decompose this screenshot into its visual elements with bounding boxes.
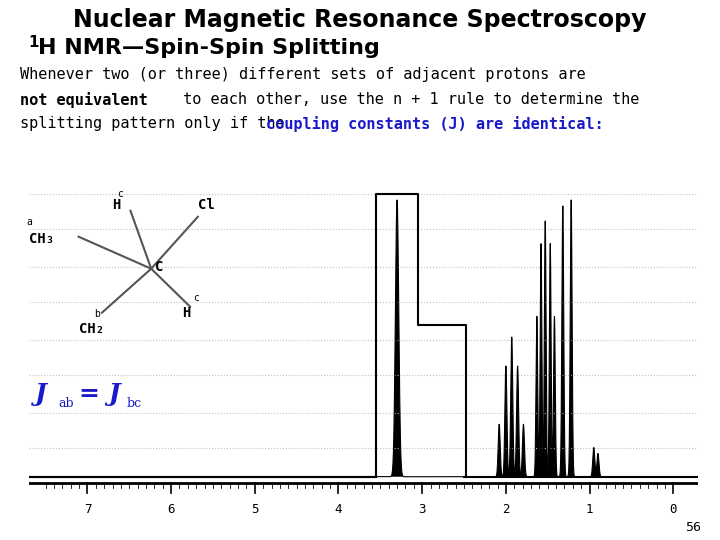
Text: splitting pattern only if the: splitting pattern only if the [20,116,294,131]
Text: 4: 4 [335,503,342,516]
Text: ab: ab [58,397,74,410]
Text: 3: 3 [418,503,426,516]
Text: Nuclear Magnetic Resonance Spectroscopy: Nuclear Magnetic Resonance Spectroscopy [73,8,647,32]
Text: H: H [112,198,121,212]
Text: b: b [94,309,100,319]
Text: bc: bc [127,397,142,410]
Text: H NMR—Spin-Spin Splitting: H NMR—Spin-Spin Splitting [38,38,380,58]
Text: = J: = J [79,382,121,406]
Text: 0: 0 [670,503,677,516]
Text: 6: 6 [167,503,175,516]
Text: 2: 2 [502,503,510,516]
Text: 5: 5 [251,503,258,516]
Text: 56: 56 [685,521,701,534]
Text: to each other, use the n + 1 rule to determine the: to each other, use the n + 1 rule to det… [174,92,639,107]
Text: 7: 7 [84,503,91,516]
Text: CH₃: CH₃ [30,232,55,246]
Text: J: J [35,382,47,406]
Text: a: a [27,217,32,227]
Text: not equivalent: not equivalent [20,92,148,108]
Text: Cl: Cl [198,198,215,212]
Text: Whenever two (or three) different sets of adjacent protons are: Whenever two (or three) different sets o… [20,67,586,82]
Text: 1: 1 [586,503,593,516]
Text: H: H [182,306,191,320]
Text: c: c [117,189,123,199]
Text: c: c [193,293,199,303]
Text: 1: 1 [28,35,38,50]
Text: C: C [155,260,163,274]
Text: CH₂: CH₂ [78,322,104,336]
Text: coupling constants (J) are identical:: coupling constants (J) are identical: [266,116,603,132]
